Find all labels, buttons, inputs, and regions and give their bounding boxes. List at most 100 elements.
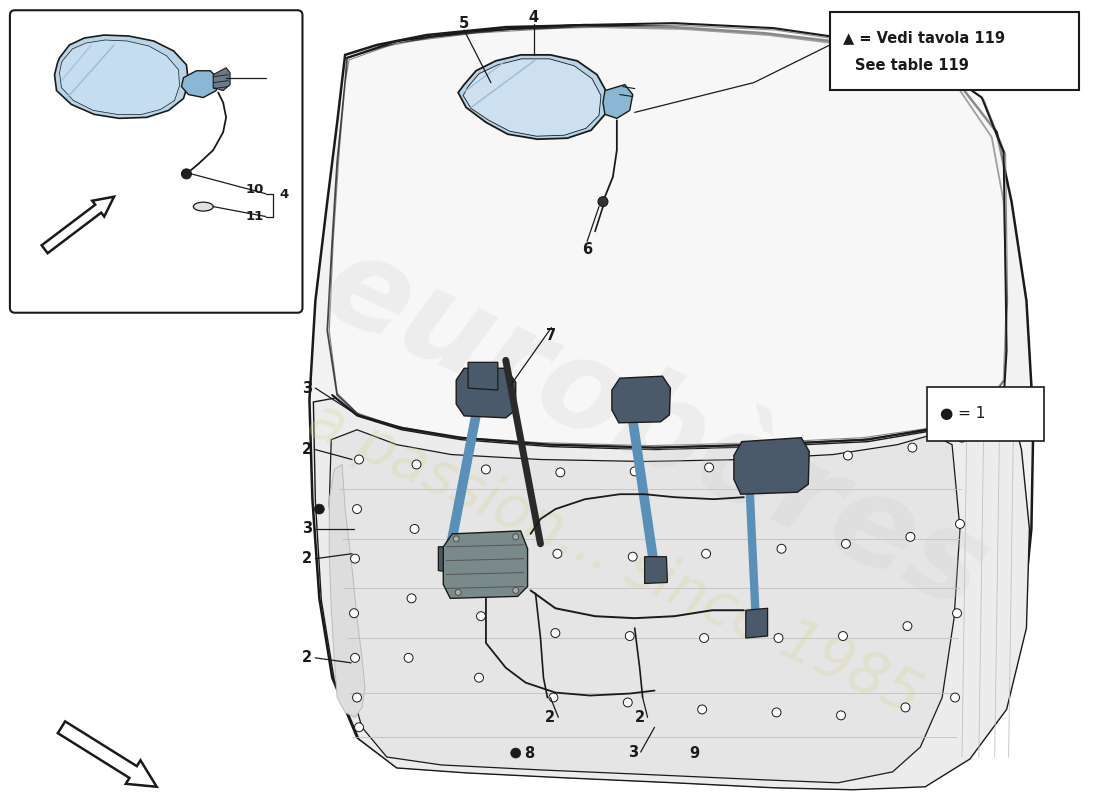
Circle shape bbox=[553, 550, 562, 558]
Circle shape bbox=[407, 594, 416, 603]
Circle shape bbox=[480, 539, 488, 548]
Circle shape bbox=[410, 525, 419, 534]
Polygon shape bbox=[314, 396, 1030, 790]
Circle shape bbox=[513, 534, 519, 540]
Polygon shape bbox=[42, 197, 114, 254]
Polygon shape bbox=[456, 368, 516, 418]
Circle shape bbox=[630, 467, 639, 476]
Text: 2: 2 bbox=[635, 710, 645, 725]
Text: 2: 2 bbox=[302, 650, 312, 666]
Circle shape bbox=[702, 550, 711, 558]
Polygon shape bbox=[329, 465, 365, 718]
Polygon shape bbox=[58, 722, 156, 786]
Text: 6: 6 bbox=[582, 242, 592, 257]
Circle shape bbox=[412, 460, 421, 469]
Circle shape bbox=[772, 708, 781, 717]
Circle shape bbox=[901, 703, 910, 712]
Circle shape bbox=[455, 590, 461, 595]
Polygon shape bbox=[463, 59, 601, 136]
Circle shape bbox=[353, 505, 362, 514]
Circle shape bbox=[903, 622, 912, 630]
Circle shape bbox=[953, 609, 961, 618]
Text: 5: 5 bbox=[459, 16, 470, 30]
Circle shape bbox=[350, 609, 359, 618]
Text: 4: 4 bbox=[528, 10, 539, 25]
Polygon shape bbox=[603, 85, 632, 118]
FancyBboxPatch shape bbox=[10, 10, 302, 313]
Circle shape bbox=[551, 629, 560, 638]
Circle shape bbox=[513, 587, 519, 594]
Circle shape bbox=[842, 539, 850, 548]
Polygon shape bbox=[746, 608, 768, 638]
Polygon shape bbox=[438, 546, 460, 574]
Polygon shape bbox=[59, 40, 179, 114]
Circle shape bbox=[315, 504, 324, 514]
Circle shape bbox=[354, 723, 363, 732]
Circle shape bbox=[474, 674, 484, 682]
Polygon shape bbox=[612, 376, 670, 423]
Text: ● = 1: ● = 1 bbox=[940, 406, 986, 422]
Circle shape bbox=[774, 634, 783, 642]
Text: 2: 2 bbox=[302, 442, 312, 457]
FancyBboxPatch shape bbox=[830, 12, 1079, 90]
Text: 11: 11 bbox=[246, 210, 264, 223]
Circle shape bbox=[476, 612, 485, 621]
Circle shape bbox=[957, 434, 967, 442]
Circle shape bbox=[351, 554, 360, 563]
Text: 9: 9 bbox=[689, 746, 700, 761]
Polygon shape bbox=[459, 55, 607, 139]
Polygon shape bbox=[734, 438, 810, 494]
Text: 4: 4 bbox=[279, 188, 289, 202]
Circle shape bbox=[182, 169, 191, 179]
Circle shape bbox=[777, 544, 785, 554]
Polygon shape bbox=[55, 35, 188, 118]
Polygon shape bbox=[329, 25, 1008, 446]
Circle shape bbox=[700, 634, 708, 642]
Text: 8: 8 bbox=[524, 746, 534, 761]
Circle shape bbox=[453, 536, 459, 542]
Text: 3: 3 bbox=[302, 522, 312, 537]
Circle shape bbox=[906, 532, 915, 542]
Circle shape bbox=[353, 693, 362, 702]
Circle shape bbox=[482, 465, 491, 474]
Ellipse shape bbox=[194, 202, 213, 211]
Circle shape bbox=[908, 443, 917, 452]
Text: ▲ = Vedi tavola 119: ▲ = Vedi tavola 119 bbox=[843, 30, 1005, 46]
Text: 2: 2 bbox=[546, 710, 556, 725]
Circle shape bbox=[556, 468, 564, 477]
Polygon shape bbox=[182, 70, 218, 98]
Text: See table 119: See table 119 bbox=[856, 58, 969, 74]
Circle shape bbox=[950, 693, 959, 702]
Text: 3: 3 bbox=[302, 381, 312, 395]
Circle shape bbox=[625, 631, 635, 641]
Circle shape bbox=[697, 705, 706, 714]
Circle shape bbox=[598, 197, 608, 206]
Polygon shape bbox=[328, 27, 1006, 448]
Circle shape bbox=[351, 654, 360, 662]
Text: 10: 10 bbox=[246, 183, 264, 196]
Polygon shape bbox=[309, 25, 1033, 789]
Circle shape bbox=[956, 519, 965, 529]
Circle shape bbox=[836, 711, 846, 720]
Polygon shape bbox=[469, 362, 498, 390]
Text: eurobòres: eurobòres bbox=[304, 223, 1005, 636]
Text: 7: 7 bbox=[547, 328, 557, 343]
Polygon shape bbox=[329, 430, 960, 783]
Circle shape bbox=[354, 455, 363, 464]
Polygon shape bbox=[832, 21, 844, 35]
Circle shape bbox=[404, 654, 414, 662]
Polygon shape bbox=[443, 531, 528, 598]
Text: 3: 3 bbox=[628, 745, 638, 759]
Circle shape bbox=[549, 693, 558, 702]
Circle shape bbox=[705, 463, 714, 472]
Polygon shape bbox=[213, 68, 230, 90]
Circle shape bbox=[779, 457, 788, 466]
FancyBboxPatch shape bbox=[927, 387, 1044, 441]
Circle shape bbox=[628, 552, 637, 561]
Circle shape bbox=[838, 631, 847, 641]
Circle shape bbox=[624, 698, 632, 707]
Circle shape bbox=[844, 451, 852, 460]
Polygon shape bbox=[645, 557, 668, 583]
Text: 2: 2 bbox=[302, 551, 312, 566]
Circle shape bbox=[510, 748, 520, 758]
